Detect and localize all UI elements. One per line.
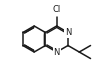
Text: N: N (54, 48, 60, 57)
Text: N: N (65, 28, 71, 37)
Text: Cl: Cl (53, 5, 61, 14)
